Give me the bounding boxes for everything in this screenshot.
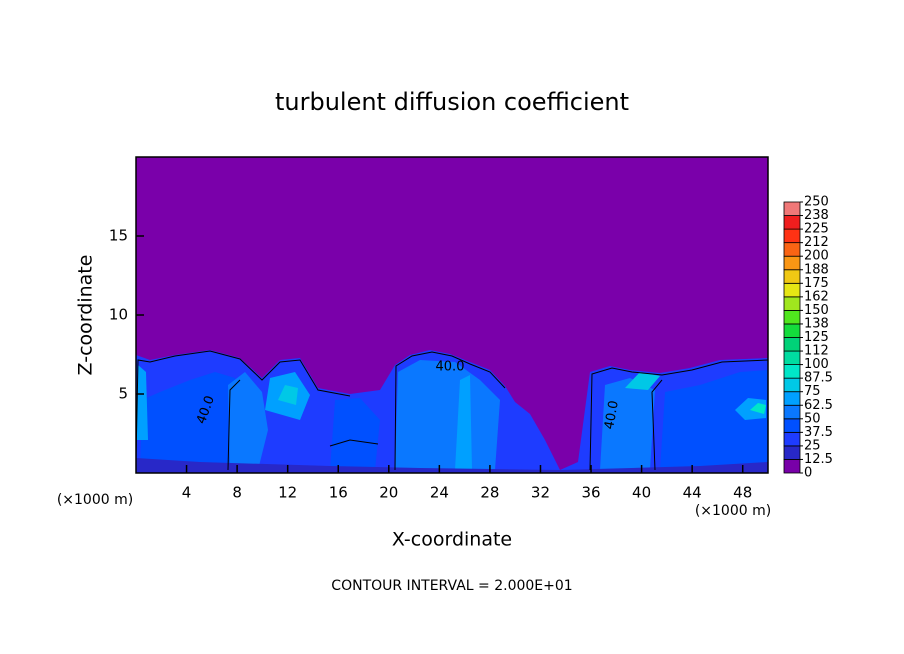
field-region (750, 403, 766, 414)
colorbar-label: 37.5 (804, 425, 833, 440)
field-region (395, 360, 500, 470)
colorbar-swatch (783, 309, 801, 325)
colorbar-label: 250 (804, 195, 829, 210)
colorbar-label: 125 (804, 330, 829, 345)
y-tick-label: 10 (109, 306, 128, 324)
colorbar-swatch (783, 404, 801, 420)
contour-label: 40.0 (436, 360, 465, 375)
field-region (330, 398, 380, 470)
colorbar-label: 12.5 (804, 452, 833, 467)
x-unit: (×1000 m) (695, 503, 771, 519)
y-axis-label: Z-coordinate (75, 255, 97, 376)
x-tick-label: 28 (480, 484, 499, 502)
colorbar-swatch (783, 228, 801, 244)
contour-line (329, 439, 379, 447)
colorbar-label: 50 (804, 411, 821, 426)
colorbar-label: 238 (804, 208, 829, 223)
x-tick-label: 36 (581, 484, 600, 502)
colorbar-label: 62.5 (804, 398, 833, 413)
contour-line (227, 379, 241, 471)
colorbar-label: 200 (804, 249, 829, 264)
colorbar-swatch (783, 215, 801, 230)
x-tick-label: 8 (232, 484, 242, 502)
x-tick-label: 44 (683, 484, 702, 502)
field-region (455, 375, 472, 470)
colorbar-swatch (783, 201, 801, 216)
colorbar-swatch (783, 445, 801, 460)
colorbar-swatch (783, 242, 801, 257)
field-region (625, 372, 660, 390)
x-unit: (×1000 m) (57, 492, 133, 508)
colorbar-label: 225 (804, 222, 829, 237)
colorbar-label: 188 (804, 262, 829, 277)
colorbar-label: 100 (804, 357, 829, 372)
colorbar-swatch (783, 296, 801, 311)
field-region (140, 372, 240, 470)
colorbar-swatch (783, 391, 801, 406)
colorbar-swatch (783, 377, 801, 393)
colorbar-label: 212 (804, 235, 829, 250)
contour-field (135, 157, 769, 473)
y-tick-label: 15 (109, 227, 128, 245)
colorbar-label: 75 (804, 384, 821, 399)
chart-title: turbulent diffusion coefficient (275, 88, 629, 116)
contour-label: 40.0 (602, 399, 622, 430)
colorbar-swatch (783, 459, 801, 474)
colorbar-label: 175 (804, 276, 829, 291)
colorbar-swatch (783, 350, 801, 365)
colorbar-label: 150 (804, 303, 829, 318)
x-tick-label: 12 (278, 484, 297, 502)
x-tick-label: 24 (430, 484, 449, 502)
colorbar-label: 112 (804, 344, 829, 359)
field-region (228, 372, 268, 470)
colorbar-label: 162 (804, 289, 829, 304)
x-tick-label: 4 (182, 484, 192, 502)
field-region (136, 458, 768, 473)
x-tick-label: 48 (733, 484, 752, 502)
colorbar-swatch (783, 282, 801, 298)
x-tick-label: 32 (531, 484, 550, 502)
field-region (600, 378, 655, 470)
contour-line (135, 350, 351, 461)
colorbar-swatch (783, 255, 801, 271)
colorbar-swatch (783, 364, 801, 379)
colorbar-label: 87.5 (804, 371, 833, 386)
field-region (278, 385, 298, 405)
colorbar-label: 138 (804, 316, 829, 331)
y-tick-label: 5 (118, 385, 128, 403)
x-tick-label: 40 (632, 484, 651, 502)
colorbar-swatch (783, 337, 801, 352)
contour-line (394, 351, 506, 471)
colorbar-swatch (783, 323, 801, 338)
colorbar-label: 25 (804, 438, 821, 453)
footer: CONTOUR INTERVAL = 2.000E+01 (331, 578, 572, 594)
field-region (660, 370, 768, 470)
colorbar-swatch (783, 431, 801, 447)
colorbar-swatch (783, 269, 801, 284)
contour-line (651, 379, 663, 471)
x-axis-label: X-coordinate (392, 529, 512, 551)
colorbar-swatch (783, 418, 801, 433)
x-tick-label: 20 (379, 484, 398, 502)
field-region (136, 365, 148, 440)
x-tick-label: 16 (329, 484, 348, 502)
colorbar-label: 0 (804, 466, 812, 481)
contour-line (589, 359, 769, 471)
